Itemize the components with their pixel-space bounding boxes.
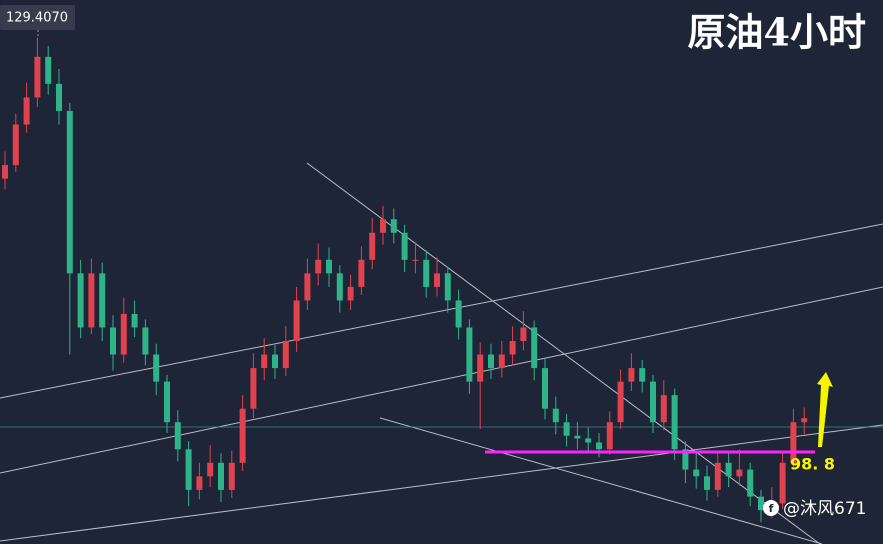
candle-body (218, 462, 224, 490)
candle-body (358, 259, 365, 287)
candle-body (282, 341, 289, 369)
candle-body (185, 449, 192, 490)
candle-body (326, 259, 332, 274)
candle-body (45, 56, 52, 84)
candle-body (542, 368, 548, 409)
candle-body (585, 438, 592, 443)
candle-body (628, 368, 635, 382)
candle-body (12, 124, 19, 166)
watermark: @沐风671 (783, 499, 866, 519)
candle-body (196, 476, 203, 490)
candle-body (207, 462, 214, 477)
candle-body (228, 462, 235, 490)
candles (2, 37, 808, 523)
support-label: 98. 8 (790, 454, 835, 473)
candle-body (758, 496, 764, 511)
candle-body (110, 327, 116, 355)
candle-body (671, 395, 678, 450)
candle-body (380, 219, 386, 233)
candle-body (250, 368, 257, 409)
candle-body (639, 368, 646, 382)
candle-body (315, 259, 322, 274)
candle-body (747, 469, 754, 497)
candle-body (153, 354, 160, 382)
candle-body (801, 418, 808, 423)
candle-body (304, 273, 311, 301)
candle-body (509, 341, 516, 355)
chart-title: 原油4小时 (688, 10, 866, 55)
candle-body (131, 313, 138, 328)
candle-body (736, 469, 743, 477)
candle-body (142, 327, 149, 355)
candle-body (488, 354, 494, 369)
candle-body (790, 422, 797, 463)
candle-body (412, 259, 419, 261)
candle-body (693, 469, 700, 477)
candle-body (336, 273, 343, 301)
watermark-icon (763, 500, 779, 516)
price-label: 129.4070 (6, 11, 68, 26)
candle-body (455, 300, 462, 328)
candle-body (434, 273, 440, 287)
trend-line (0, 223, 883, 399)
candle-body (444, 273, 451, 301)
candle-body (272, 354, 278, 369)
candle-body (99, 273, 106, 328)
candle-body (520, 327, 527, 342)
candle-body (261, 354, 268, 369)
candle-body (477, 354, 484, 382)
candle-body (369, 232, 376, 260)
candle-body (34, 56, 41, 98)
candle-body (466, 327, 473, 382)
candle-body (347, 286, 354, 301)
candle-body (164, 381, 170, 423)
candle-body (423, 259, 430, 287)
candle-body (23, 97, 30, 125)
candle-body (390, 219, 397, 233)
candle-body (596, 442, 602, 450)
candle-body (2, 165, 8, 179)
candle-body (725, 462, 732, 477)
candle-body (531, 327, 538, 369)
candle-body (239, 408, 246, 463)
overlay: 129.4070 98. 8 (0, 5, 835, 473)
candle-body (650, 381, 656, 423)
watermark-icon-letter: f (769, 502, 774, 515)
candle-body (174, 422, 181, 450)
candle-body (563, 422, 570, 436)
candle-body (574, 435, 581, 439)
trend-line (0, 286, 883, 474)
trend-line (379, 417, 823, 544)
candle-body (66, 110, 73, 274)
candle-body (704, 476, 710, 490)
candle-body (88, 273, 95, 328)
candle-body (714, 462, 721, 490)
trend-line (0, 424, 883, 542)
candle-body (56, 83, 62, 111)
candle-body (401, 232, 408, 260)
candle-body (77, 273, 84, 328)
candle-body (660, 395, 667, 423)
arrow (817, 372, 833, 447)
candle-body (498, 354, 505, 369)
candle-body (617, 381, 624, 423)
candle-body (606, 422, 613, 450)
candle-body (120, 313, 127, 355)
price-label-box (0, 5, 75, 30)
candle-body (682, 449, 689, 470)
candle-body (779, 462, 786, 504)
candle-body (293, 300, 300, 342)
candle-body (552, 408, 559, 423)
